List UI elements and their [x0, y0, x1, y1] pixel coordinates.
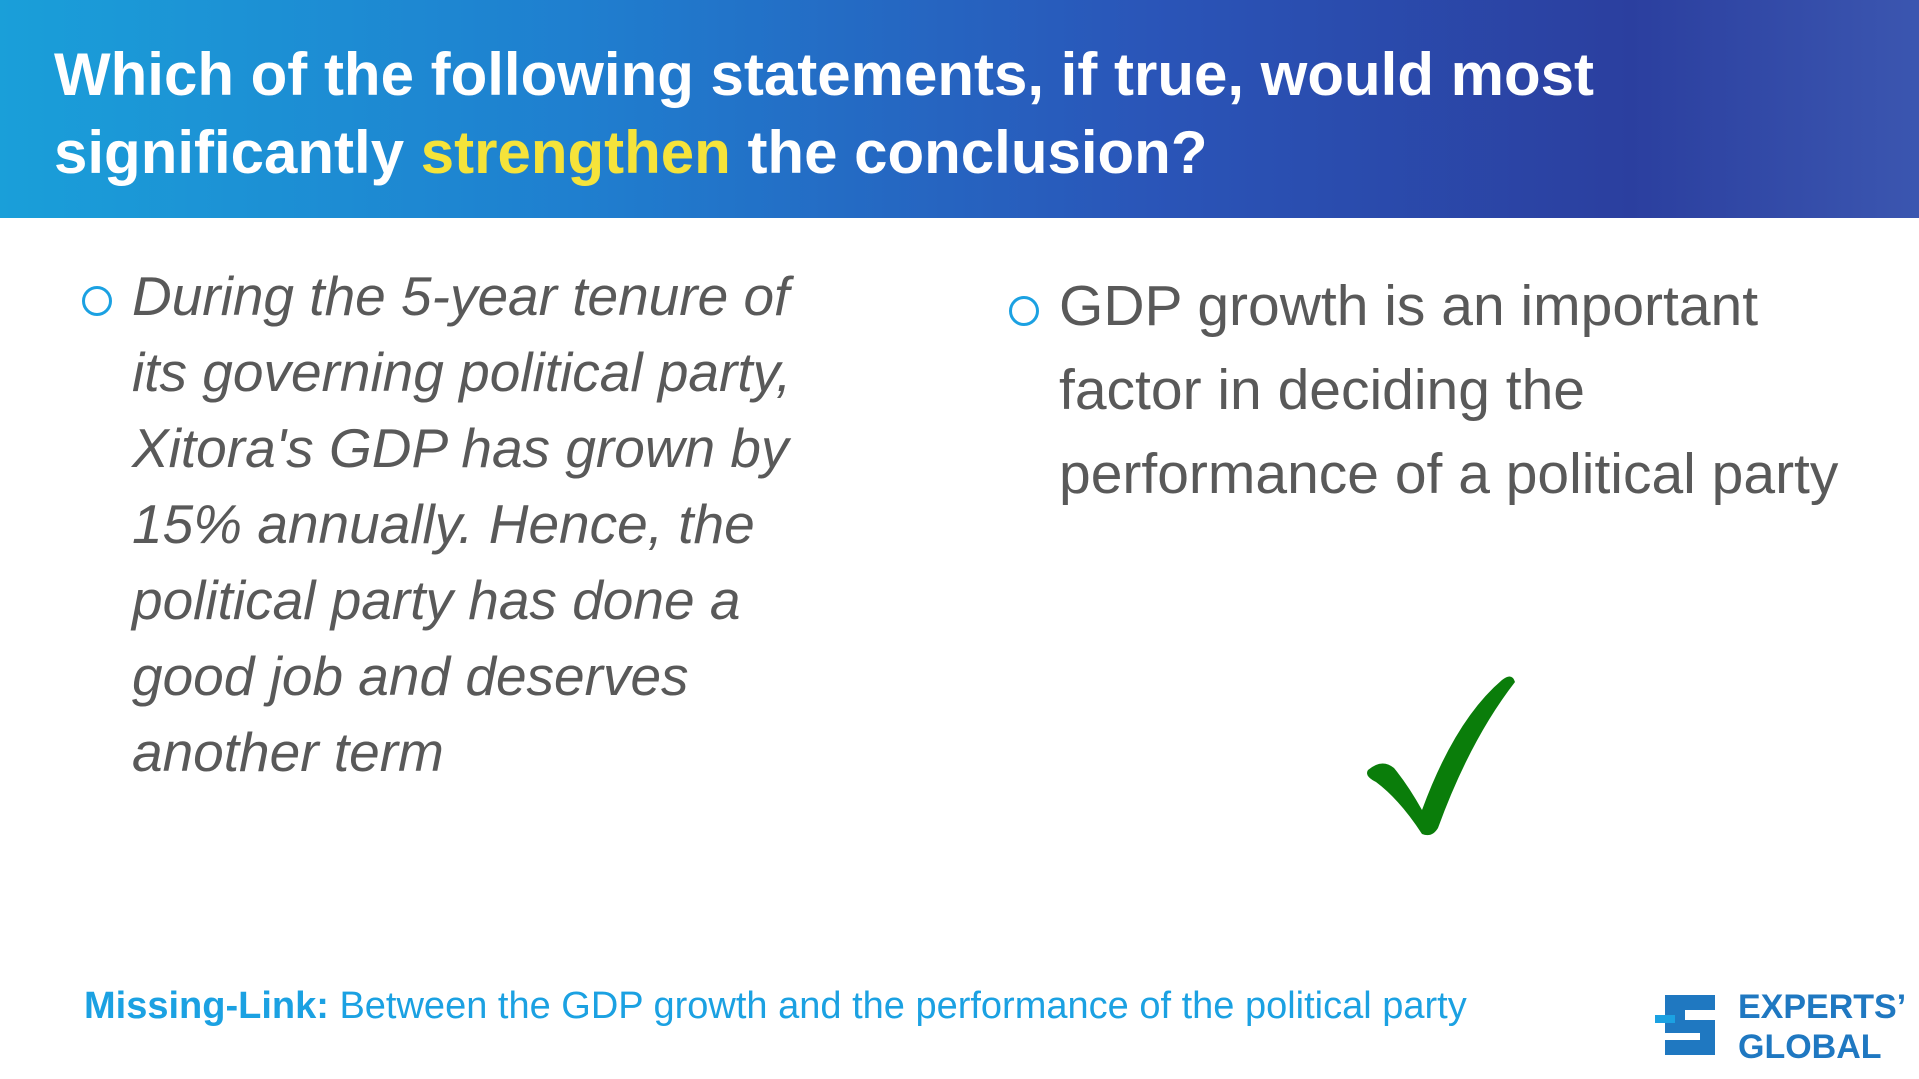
footer-label: Missing-Link: — [84, 985, 329, 1027]
logo-line: EXPERTS’ — [1738, 988, 1907, 1026]
missing-link: Missing-Link: Between the GDP growth and… — [84, 985, 1467, 1028]
argument-text: During the 5-year tenure of its governin… — [82, 258, 832, 790]
logo-text: EXPERTS’ GLOBAL — [1738, 987, 1906, 1067]
question-title: Which of the following statements, if tr… — [54, 36, 1814, 192]
logo-line: GLOBAL — [1738, 1028, 1882, 1066]
title-highlight: strengthen — [420, 119, 731, 186]
logo: EXPERTS’ GLOBAL — [1655, 985, 1906, 1067]
title-text: Which of the following statements, if tr… — [54, 41, 1594, 186]
check-mark — [1367, 676, 1515, 836]
title-text: the conclusion? — [747, 119, 1208, 186]
footer-text: Between the GDP growth and the performan… — [339, 985, 1467, 1027]
answer-option: GDP growth is an important factor in dec… — [1009, 264, 1879, 516]
logo-icon — [1655, 995, 1715, 1055]
header-banner: Which of the following statements, if tr… — [0, 0, 1919, 218]
